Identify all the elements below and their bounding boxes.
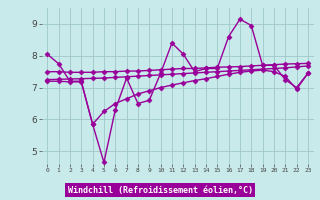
Text: Windchill (Refroidissement éolien,°C): Windchill (Refroidissement éolien,°C) <box>68 186 252 194</box>
